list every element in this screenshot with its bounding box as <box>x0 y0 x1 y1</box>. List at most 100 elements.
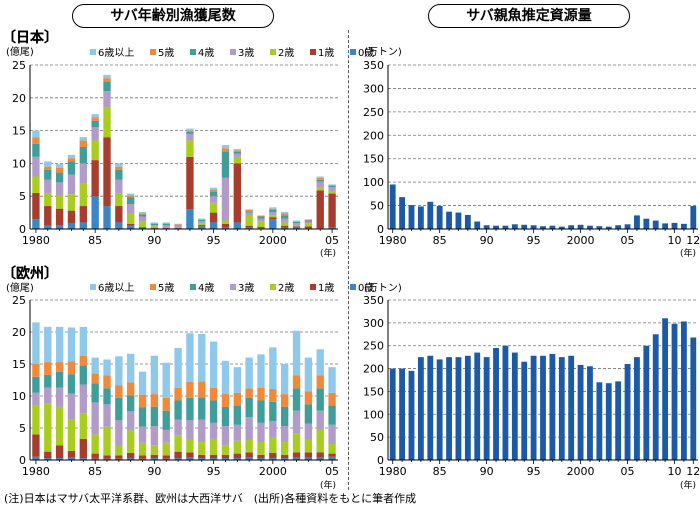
footer-note: (注)日本はマサバ太平洋系群、欧州は大西洋サバ (出所)各種資料をもとに筆者作成 <box>4 492 417 505</box>
legend-swatch <box>230 49 236 55</box>
bar-segment <box>198 225 206 227</box>
x-tick-label: 85 <box>433 465 447 478</box>
bar-segment <box>292 375 301 389</box>
bar-segment <box>79 137 87 141</box>
bar-segment <box>186 420 194 440</box>
bar-segment <box>44 192 52 207</box>
x-axis-unit-label: (年) <box>680 479 696 491</box>
bar-segment <box>32 434 40 457</box>
bar <box>605 226 612 229</box>
bar-segment <box>328 185 336 186</box>
legend-swatch <box>270 49 276 55</box>
bar-segment <box>304 404 313 424</box>
bar-segment <box>304 423 313 440</box>
bar-segment <box>245 209 253 210</box>
bar-segment <box>209 202 218 213</box>
bar-segment <box>115 179 123 193</box>
bar-segment <box>103 91 111 108</box>
bar-segment <box>115 192 123 207</box>
bar <box>540 226 546 229</box>
panel-divider <box>348 30 349 490</box>
legend-label: 6歳以上 <box>98 282 134 294</box>
bar-segment <box>209 387 218 401</box>
bar-segment <box>221 360 230 395</box>
bar-segment <box>103 388 111 405</box>
bar-segment <box>44 458 52 460</box>
bar-segment <box>292 220 301 222</box>
bar-segment <box>269 208 277 210</box>
bar-segment <box>233 151 241 154</box>
x-tick-label: 90 <box>480 465 494 478</box>
bar <box>615 381 622 460</box>
bar-segment <box>245 439 253 453</box>
bar-segment <box>44 387 52 404</box>
bar-segment <box>67 223 76 229</box>
bar-segment <box>257 454 265 459</box>
bar-segment <box>292 433 301 453</box>
region-label: 〔日本〕 <box>2 29 58 46</box>
bar-segment <box>150 223 159 226</box>
bar-segment <box>115 163 123 167</box>
bar-segment <box>316 179 324 182</box>
bar-segment <box>174 223 182 225</box>
bar <box>671 222 678 229</box>
bar <box>408 205 415 229</box>
bar-segment <box>281 213 289 216</box>
bar-segment <box>186 130 194 132</box>
bar-segment <box>186 457 194 460</box>
bar-segment <box>316 349 324 376</box>
y-axis-unit-label: (万トン) <box>364 283 402 294</box>
bar-segment <box>55 167 64 173</box>
legend-label: 2歳 <box>278 282 294 294</box>
bar-segment <box>138 221 147 228</box>
bar-segment <box>138 214 147 217</box>
bar-segment <box>127 193 135 196</box>
bar <box>680 223 687 229</box>
bar-segment <box>138 442 147 456</box>
bar-segment <box>150 225 159 227</box>
bar-segment <box>103 404 111 427</box>
bar-segment <box>91 160 99 197</box>
bar-segment <box>127 452 135 459</box>
bar-segment <box>186 381 194 398</box>
bar-segment <box>209 187 218 190</box>
bar-segment <box>91 453 99 459</box>
bar-segment <box>269 436 277 453</box>
y-tick-label: 0 <box>19 223 26 236</box>
bar-segment <box>281 222 289 226</box>
bar <box>483 225 490 229</box>
bar-segment <box>292 225 301 227</box>
y-tick-label: 10 <box>12 157 26 170</box>
region-label: 〔欧州〕 <box>2 265 58 282</box>
x-tick-label: 12 <box>686 234 700 247</box>
bar-segment <box>32 143 40 157</box>
legend-label: 3歳 <box>238 47 254 59</box>
bar <box>417 357 424 460</box>
bar-segment <box>233 458 241 460</box>
bar-segment <box>209 196 218 203</box>
bar-segment <box>233 148 241 151</box>
bar-segment <box>281 442 289 455</box>
bar-segment <box>269 458 277 460</box>
bar-segment <box>328 444 336 454</box>
bar-segment <box>138 227 147 229</box>
bar-segment <box>209 438 218 455</box>
bar-segment <box>316 457 324 460</box>
bar-segment <box>174 224 182 226</box>
right-title: サバ親魚推定資源量 <box>428 4 630 28</box>
x-tick-label: 95 <box>207 465 221 478</box>
bar-segment <box>115 356 123 386</box>
y-tick-label: 300 <box>363 82 384 95</box>
bar-segment <box>162 442 170 456</box>
bar-segment <box>150 222 159 224</box>
bar-segment <box>257 400 265 423</box>
bar <box>455 357 462 460</box>
y-tick-label: 150 <box>363 385 384 398</box>
bar-segment <box>79 355 87 366</box>
bar-segment <box>67 451 76 458</box>
bar-segment <box>138 407 147 427</box>
bar <box>389 184 396 229</box>
bar-segment <box>127 197 135 205</box>
bar-segment <box>79 458 87 460</box>
bar <box>587 225 593 229</box>
